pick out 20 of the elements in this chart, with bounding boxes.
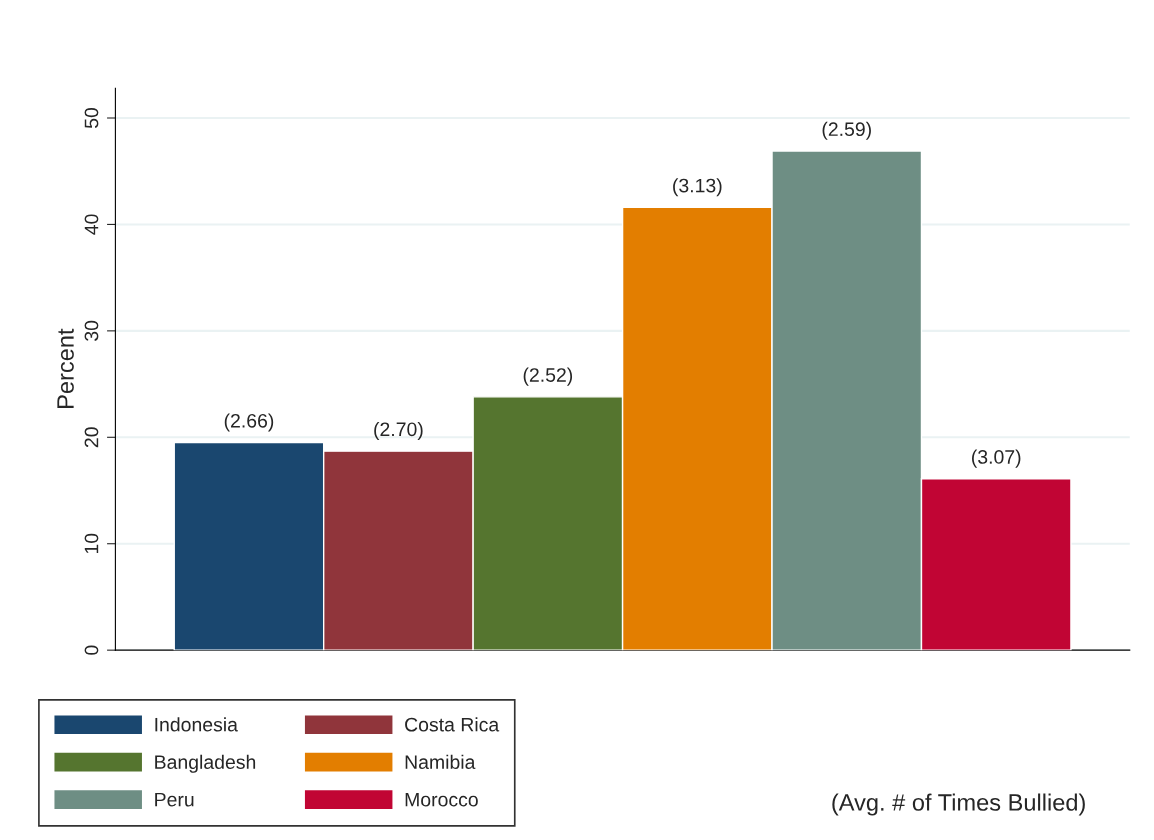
y-tick-label: 40 (84, 214, 99, 235)
annotation: (3.07) (972, 449, 1021, 468)
text: (Avg. # of Times Bullied) (832, 793, 1085, 816)
legend-label: Bangladesh (155, 754, 256, 773)
legend-label: Peru (155, 792, 194, 807)
y-tick-label: 10 (84, 533, 99, 554)
annotation: (2.59) (822, 121, 871, 140)
y-tick-label: 20 (84, 427, 99, 448)
annotation: (2.52) (523, 367, 573, 386)
legend-label: Morocco (405, 792, 478, 807)
legend-label: Costa Rica (405, 717, 500, 732)
legend-label: Namibia (405, 754, 476, 770)
y-axis-title: Percent (57, 328, 74, 408)
legend-label: Indonesia (155, 717, 238, 732)
annotation: (3.13) (673, 178, 722, 197)
y-tick-label: 30 (84, 320, 99, 341)
annotation: (2.70) (374, 421, 423, 441)
annotation: (2.66) (224, 413, 274, 432)
y-tick-label: 0 (84, 645, 99, 655)
y-tick-label: 50 (84, 107, 99, 129)
